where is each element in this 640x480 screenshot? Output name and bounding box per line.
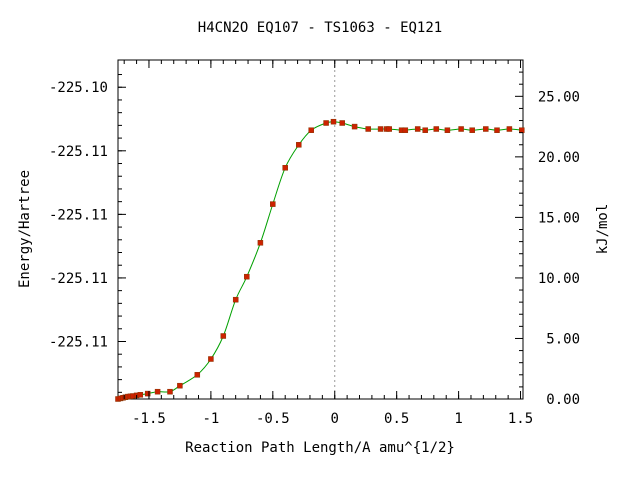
data-point <box>365 126 371 132</box>
data-point <box>433 126 440 132</box>
left-tick-label: -225.11 <box>49 271 108 287</box>
right-tick-label: 10.00 <box>538 271 580 287</box>
data-point <box>494 127 500 133</box>
right-tick-label: 20.00 <box>538 150 580 166</box>
right-tick-label: 15.00 <box>538 210 580 226</box>
data-point <box>377 126 384 132</box>
data-point <box>339 120 345 126</box>
plot-frame <box>117 59 524 400</box>
x-tick-label: 0 <box>331 411 339 427</box>
data-point <box>177 382 183 389</box>
energy-curve <box>117 121 522 400</box>
data-point <box>308 127 314 133</box>
data-point <box>422 127 428 133</box>
data-point <box>351 123 358 130</box>
data-point <box>519 127 525 133</box>
right-tick-label: 0.00 <box>546 392 580 408</box>
data-point <box>330 118 337 125</box>
x-axis-label: Reaction Path Length/A amu^{1/2} <box>185 440 455 456</box>
x-tick-label: -0.5 <box>256 411 290 427</box>
y-axis-label-right: kJ/mol <box>595 204 611 255</box>
left-tick-label: -225.11 <box>49 334 108 350</box>
data-point <box>244 273 250 280</box>
left-tick-label: -225.11 <box>49 144 108 160</box>
data-point <box>469 127 475 133</box>
data-point <box>232 296 239 303</box>
data-point <box>270 201 276 207</box>
y-axis-label-left: Energy/Hartree <box>17 170 33 288</box>
data-point <box>154 388 161 395</box>
left-tick-label: -225.10 <box>49 80 108 96</box>
data-point <box>144 390 151 397</box>
data-point <box>458 126 464 132</box>
x-tick-label: 1 <box>454 411 462 427</box>
data-point <box>167 388 173 395</box>
x-tick-label: -1 <box>202 411 219 427</box>
data-point <box>414 126 421 132</box>
x-tick-label: 1.5 <box>508 411 533 427</box>
data-point <box>282 165 288 171</box>
x-tick-label: 0.5 <box>384 411 409 427</box>
right-tick-label: 5.00 <box>546 331 580 347</box>
data-point <box>257 240 264 246</box>
right-tick-label: 25.00 <box>538 89 580 105</box>
data-point <box>402 127 409 133</box>
data-point <box>137 392 144 398</box>
x-tick-label: -1.5 <box>132 411 166 427</box>
data-point <box>506 126 513 132</box>
data-point <box>323 120 329 126</box>
left-tick-label: -225.11 <box>49 207 108 223</box>
data-point <box>220 333 227 339</box>
chart-title: H4CN2O EQ107 - TS1063 - EQ121 <box>198 20 442 36</box>
data-point <box>444 127 451 133</box>
data-point <box>483 126 489 132</box>
data-point <box>386 126 392 132</box>
data-point <box>296 142 302 148</box>
data-point <box>208 356 214 362</box>
data-point <box>194 372 201 378</box>
